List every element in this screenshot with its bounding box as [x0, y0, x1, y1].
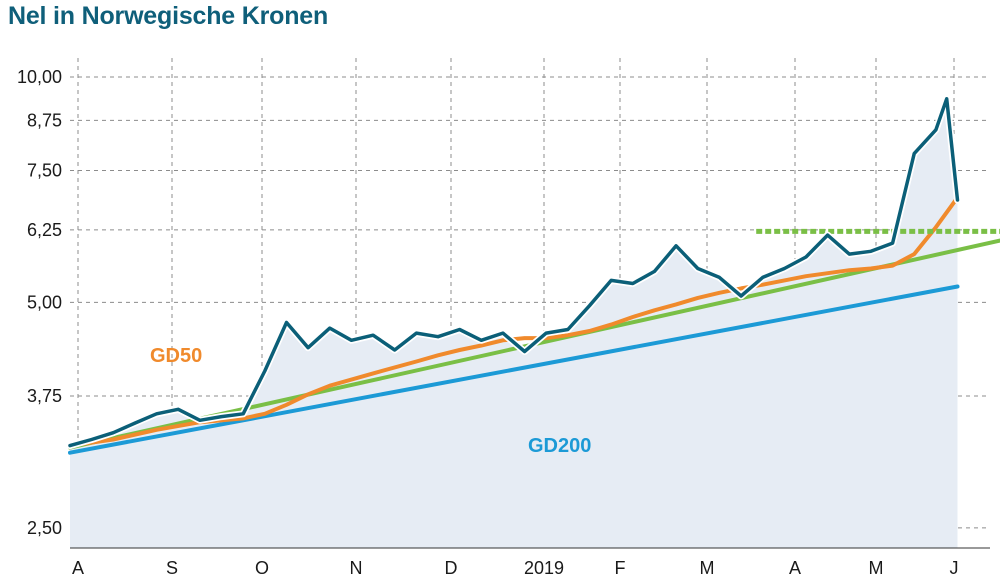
series-labels: GD50 GD200 [150, 345, 591, 457]
axes: 2,50 3,75 5,00 6,25 7,50 8,75 10,00 A S O N D 2019 F M… [17, 67, 990, 578]
y-tick-label: 3,75 [27, 386, 62, 406]
x-tick-label: D [445, 558, 458, 578]
y-tick-label: 5,00 [27, 292, 62, 312]
x-tick-label: A [789, 558, 801, 578]
x-tick-label: 2019 [524, 558, 564, 578]
x-tick-label: N [350, 558, 363, 578]
gd200-line [68, 284, 960, 455]
price-line [68, 97, 960, 448]
gd50-line [68, 195, 960, 448]
x-tick-label: M [700, 558, 715, 578]
y-tick-label: 8,75 [27, 110, 62, 130]
x-tick-label: J [950, 558, 959, 578]
gd200-label: GD200 [528, 435, 591, 457]
x-tick-label: F [615, 558, 626, 578]
x-tick-label: S [166, 558, 178, 578]
series-lines [66, 95, 1000, 455]
gd50-label: GD50 [150, 345, 202, 367]
x-tick-label: M [869, 558, 884, 578]
y-tick-label: 6,25 [27, 220, 62, 240]
chart-title: Nel in Norwegische Kronen [8, 2, 329, 30]
x-tick-label: A [72, 558, 84, 578]
x-tick-label: O [255, 558, 269, 578]
y-tick-label: 7,50 [27, 161, 62, 181]
y-tick-label: 2,50 [27, 518, 62, 538]
y-tick-label: 10,00 [17, 67, 62, 87]
price-area-fill [70, 98, 958, 549]
price-area [70, 98, 958, 549]
